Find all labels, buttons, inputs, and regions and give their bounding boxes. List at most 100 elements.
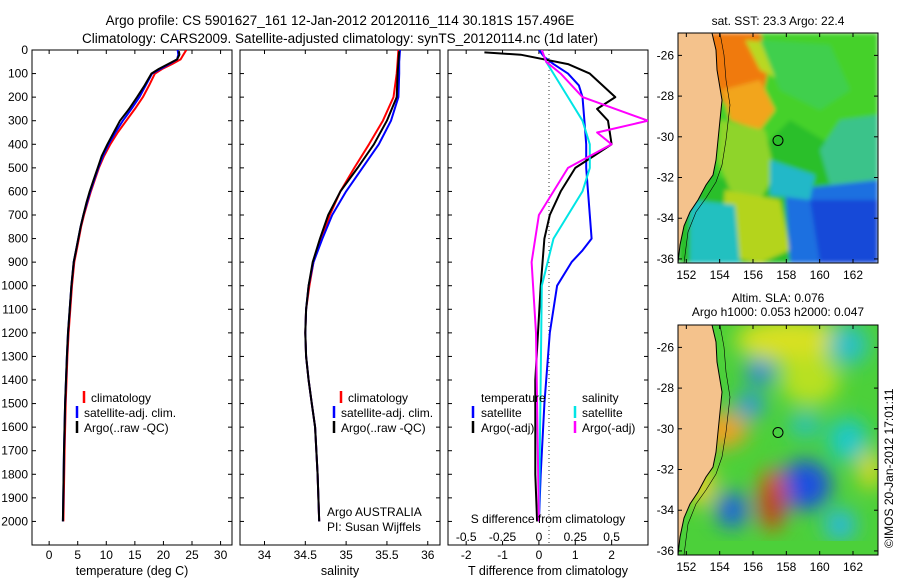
x-tick-label: 35.5 [375, 548, 399, 562]
map-y-tick-label: -34 [657, 503, 675, 517]
legend-label-temp-argo: Argo(-adj) [481, 421, 534, 435]
top-x-tick-label: -0.5 [456, 530, 477, 544]
map-x-tick-label: 162 [843, 560, 863, 574]
x-tick-label: 34 [258, 548, 272, 562]
map-y-tick-label: -36 [657, 252, 675, 266]
sst-map-coastline [678, 33, 723, 263]
sla-map-land [678, 325, 722, 555]
pi-label: PI: Susan Wijffels [327, 520, 421, 534]
x-tick-label: 36 [421, 548, 435, 562]
x-tick-label: 34.5 [294, 548, 318, 562]
y-tick-label: 300 [8, 114, 28, 128]
series-line-salinity-satellite [537, 50, 591, 522]
x-tick-label: 35 [339, 548, 353, 562]
x-tick-label: -1 [497, 548, 508, 562]
x-tick-label: 0 [536, 548, 543, 562]
x-tick-label: -2 [461, 548, 472, 562]
y-tick-label: 900 [8, 255, 28, 269]
sst-map-axes: 152 154 156 158 160 162 -26 -28 -30 -32 -34 -36 [657, 33, 878, 282]
y-tick-label: 800 [8, 232, 28, 246]
temperature-xlabel: temperature (deg C) [76, 564, 189, 578]
y-tick-label: 2000 [1, 514, 28, 528]
sla-map-frame [677, 324, 879, 556]
y-tick-label: 1400 [1, 373, 28, 387]
top-x-tick-label: -0.25 [489, 530, 517, 544]
salinity-legend: climatology satellite-adj. clim. Argo(..… [332, 391, 433, 435]
map-x-tick-label: 160 [810, 268, 830, 282]
y-tick-label: 400 [8, 137, 28, 151]
sla-map-axes: 152 154 156 158 160 162 -26 -28 -30 -32 -34 -36 [657, 325, 878, 574]
y-tick-label: 0 [21, 43, 28, 57]
series-line-temperature-satellite [537, 50, 593, 522]
x-tick-label: 10 [100, 548, 114, 562]
y-tick-label: 1000 [1, 279, 28, 293]
legend-title-temperature: temperature [481, 391, 546, 405]
map-y-tick-label: -34 [657, 211, 675, 225]
sla-map-field [678, 325, 878, 555]
map-y-tick-label: -28 [657, 89, 675, 103]
map-y-tick-label: -32 [657, 463, 675, 477]
legend-label-satellite: satellite-adj. clim. [341, 406, 433, 420]
map-x-tick-label: 152 [676, 268, 696, 282]
x-tick-label: 5 [74, 548, 81, 562]
legend-label-climatology: climatology [91, 391, 151, 405]
sla-map-shelf-contour [683, 325, 731, 555]
top-x-tick-label: 0 [536, 530, 543, 544]
x-tick-label: 1 [572, 548, 579, 562]
legend-label-sal-satellite: satellite [582, 406, 623, 420]
map-x-tick-label: 158 [776, 560, 796, 574]
sla-map-title-line1: Altim. SLA: 0.076 [732, 291, 825, 305]
x-tick-label: 2 [608, 548, 615, 562]
sla-map-title-line2: Argo h1000: 0.053 h2000: 0.047 [692, 305, 864, 319]
legend-label-climatology: climatology [348, 391, 408, 405]
imos-credit: ©IMOS 20-Jan-2012 17:01:11 [882, 388, 896, 548]
map-y-tick-label: -30 [657, 422, 675, 436]
sst-map-title: sat. SST: 23.3 Argo: 22.4 [712, 14, 845, 28]
difference-top-xlabel: S difference from climatology [471, 512, 626, 526]
y-tick-label: 100 [8, 67, 28, 81]
difference-legend: temperature salinity satellite Argo(-adj… [471, 391, 635, 435]
sst-map-argo-marker [772, 134, 784, 146]
sst-map-land [678, 33, 722, 263]
difference-series [484, 50, 648, 522]
salinity-axes: 34 34.5 35 35.5 36 [240, 49, 440, 562]
y-tick-label: 1100 [2, 302, 28, 316]
y-tick-label: 500 [8, 161, 28, 175]
temperature-axes: 0100200300400500600700800900100011001200… [1, 43, 232, 562]
sst-map-field [678, 33, 878, 263]
series-line-temperature-argo-adj- [484, 51, 617, 522]
legend-label-temp-satellite: satellite [481, 406, 522, 420]
map-x-tick-label: 156 [743, 268, 763, 282]
series-line-salinity-argo-adj- [530, 50, 648, 522]
map-y-tick-label: -32 [657, 171, 675, 185]
argo-program-label: Argo AUSTRALIA [327, 505, 422, 519]
map-x-tick-label: 152 [676, 560, 696, 574]
legend-label-argo: Argo(..raw -QC) [84, 421, 169, 435]
map-y-tick-label: -28 [657, 381, 675, 395]
map-x-tick-label: 162 [843, 268, 863, 282]
y-tick-label: 1900 [1, 491, 28, 505]
map-x-tick-label: 154 [710, 560, 730, 574]
temperature-legend: climatology satellite-adj. clim. Argo(..… [75, 391, 176, 435]
top-x-tick-label: 0.25 [564, 530, 588, 544]
map-y-tick-label: -30 [657, 130, 675, 144]
sla-map-coastline [678, 325, 723, 555]
series-line-argo-raw-qc- [304, 51, 401, 522]
legend-label-satellite: satellite-adj. clim. [84, 406, 176, 420]
map-y-tick-label: -26 [657, 340, 675, 354]
difference-axes: -2 -1 0 1 2 -0.5 -0.25 0 0.25 0.5 [448, 49, 648, 562]
legend-label-sal-argo: Argo(-adj) [582, 421, 635, 435]
map-y-tick-label: -26 [657, 48, 675, 62]
y-tick-label: 1600 [1, 420, 28, 434]
series-line-argo-raw-qc- [61, 51, 181, 522]
y-tick-label: 600 [8, 184, 28, 198]
series-line-climatology [62, 50, 188, 522]
map-x-tick-label: 158 [776, 268, 796, 282]
salinity-xlabel: salinity [321, 564, 360, 578]
legend-title-salinity: salinity [582, 391, 619, 405]
y-tick-label: 1800 [1, 467, 28, 481]
x-tick-label: 15 [128, 548, 142, 562]
sst-map-frame [677, 32, 879, 264]
x-tick-label: 30 [214, 548, 228, 562]
